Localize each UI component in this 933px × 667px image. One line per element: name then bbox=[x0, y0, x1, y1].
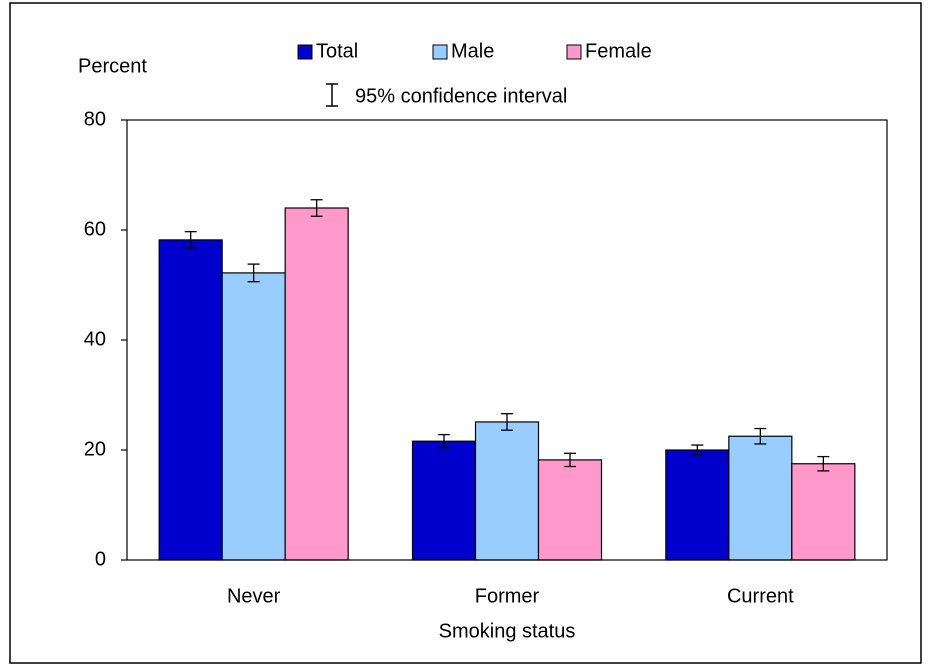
legend-swatch bbox=[566, 44, 582, 60]
x-tick-label: Never bbox=[227, 585, 281, 607]
legend-swatch bbox=[432, 44, 448, 60]
bar bbox=[221, 272, 286, 561]
y-tick-label: 20 bbox=[84, 438, 106, 460]
legend-label: Male bbox=[451, 40, 494, 62]
bar bbox=[791, 463, 856, 561]
x-tick-label: Current bbox=[727, 585, 794, 607]
frame bbox=[9, 2, 922, 664]
legend-swatch bbox=[297, 44, 313, 60]
bar bbox=[474, 421, 540, 561]
ci-legend: 95% confidence interval bbox=[326, 83, 567, 107]
bar bbox=[537, 459, 603, 561]
bar bbox=[728, 435, 793, 561]
x-axis-label: Smoking status bbox=[439, 620, 576, 642]
bar bbox=[665, 449, 730, 561]
bar bbox=[284, 207, 349, 561]
ci-label: 95% confidence interval bbox=[355, 85, 567, 107]
y-tick-label: 40 bbox=[84, 328, 106, 350]
bar bbox=[158, 239, 223, 561]
bar bbox=[411, 440, 477, 561]
x-tick-label: Former bbox=[475, 585, 540, 607]
legend-label: Total bbox=[316, 40, 358, 62]
y-axis-label: Percent bbox=[78, 55, 147, 77]
y-tick-label: 0 bbox=[95, 548, 106, 570]
plot-area bbox=[126, 119, 888, 561]
y-tick-label: 60 bbox=[84, 218, 106, 240]
y-tick-label: 80 bbox=[84, 108, 106, 130]
legend-label: Female bbox=[585, 40, 652, 62]
